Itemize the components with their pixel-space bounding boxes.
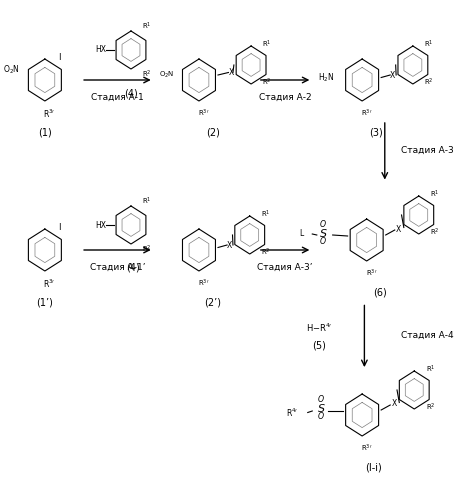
Text: R$^{3\prime}$: R$^{3\prime}$ bbox=[365, 268, 377, 279]
Text: $\overset{O}{\underset{O}{S}}$: $\overset{O}{\underset{O}{S}}$ bbox=[317, 394, 325, 424]
Text: X: X bbox=[392, 400, 397, 408]
Text: Стадия А-2: Стадия А-2 bbox=[259, 92, 312, 102]
Text: I: I bbox=[59, 223, 61, 232]
Text: X: X bbox=[390, 70, 395, 80]
Text: $\overset{O}{\underset{O}{S}}$: $\overset{O}{\underset{O}{S}}$ bbox=[319, 219, 328, 249]
Text: R$^1$: R$^1$ bbox=[142, 20, 152, 32]
Text: R$^1$: R$^1$ bbox=[142, 196, 152, 206]
Text: HX: HX bbox=[95, 220, 106, 230]
Text: R$^2$: R$^2$ bbox=[430, 227, 440, 238]
Text: H$-$R$^{4\prime}$: H$-$R$^{4\prime}$ bbox=[306, 322, 332, 334]
Text: R$^{3\prime}$: R$^{3\prime}$ bbox=[43, 108, 55, 120]
Text: X: X bbox=[228, 68, 234, 77]
Text: I: I bbox=[59, 53, 61, 62]
Text: (4): (4) bbox=[126, 262, 140, 272]
Text: Стадия А-4: Стадия А-4 bbox=[401, 330, 453, 340]
Text: L: L bbox=[299, 230, 303, 238]
Text: R$^1$: R$^1$ bbox=[425, 364, 435, 374]
Text: R$^{3\prime}$: R$^{3\prime}$ bbox=[43, 278, 55, 290]
Text: X: X bbox=[396, 224, 401, 234]
Text: R$^2$: R$^2$ bbox=[142, 244, 152, 254]
Text: R$^1$: R$^1$ bbox=[262, 38, 272, 50]
Text: Стадия А-1’: Стадия А-1’ bbox=[90, 262, 145, 272]
Text: Стадия А-1: Стадия А-1 bbox=[91, 92, 144, 102]
Text: (6): (6) bbox=[373, 288, 387, 298]
Text: (3): (3) bbox=[369, 128, 383, 138]
Text: R$^{3\prime}$: R$^{3\prime}$ bbox=[361, 108, 372, 119]
Text: R$^1$: R$^1$ bbox=[424, 38, 434, 50]
Text: R$^{3\prime}$: R$^{3\prime}$ bbox=[361, 442, 372, 454]
Text: Стадия А-3: Стадия А-3 bbox=[401, 146, 453, 154]
Text: HX: HX bbox=[95, 46, 106, 54]
Text: R$^{3\prime}$: R$^{3\prime}$ bbox=[198, 278, 209, 289]
Text: R$^1$: R$^1$ bbox=[261, 208, 271, 220]
Text: R$^{4\prime}$: R$^{4\prime}$ bbox=[286, 406, 299, 418]
Text: R$^2$: R$^2$ bbox=[142, 68, 152, 80]
Text: H$_2$N: H$_2$N bbox=[319, 71, 335, 84]
Text: X: X bbox=[227, 240, 232, 250]
Text: R$^2$: R$^2$ bbox=[261, 247, 271, 258]
Text: R$^2$: R$^2$ bbox=[424, 77, 434, 88]
Text: (2): (2) bbox=[206, 128, 219, 138]
Text: (5): (5) bbox=[312, 340, 326, 350]
Text: R$^2$: R$^2$ bbox=[262, 77, 272, 88]
Text: Стадия А-3’: Стадия А-3’ bbox=[257, 262, 313, 272]
Text: (1’): (1’) bbox=[36, 298, 53, 308]
Text: (1): (1) bbox=[38, 128, 52, 138]
Text: O$_2$N: O$_2$N bbox=[159, 70, 174, 80]
Text: (I-i): (I-i) bbox=[365, 462, 382, 472]
Text: R$^2$: R$^2$ bbox=[425, 402, 435, 413]
Text: R$^1$: R$^1$ bbox=[430, 188, 440, 200]
Text: (4): (4) bbox=[124, 89, 138, 99]
Text: R$^{3\prime}$: R$^{3\prime}$ bbox=[198, 108, 209, 119]
Text: (2’): (2’) bbox=[204, 298, 221, 308]
Text: O$_2$N: O$_2$N bbox=[3, 64, 20, 76]
